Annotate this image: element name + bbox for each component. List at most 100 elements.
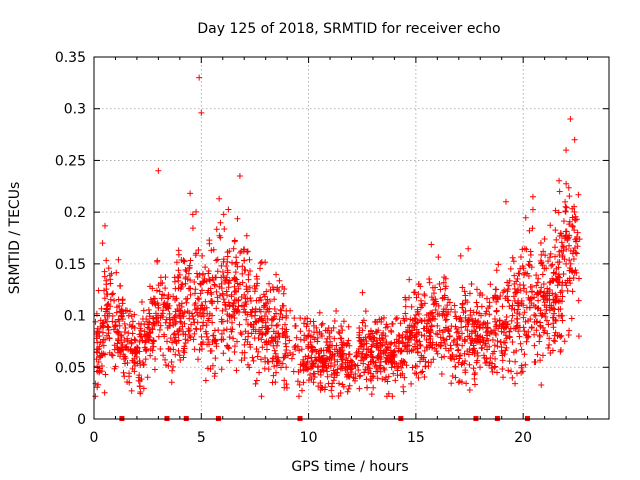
data-point	[318, 384, 325, 391]
data-point	[492, 330, 499, 337]
data-point	[265, 366, 272, 373]
data-point	[264, 328, 271, 335]
data-point	[304, 320, 311, 327]
data-point	[458, 361, 465, 368]
data-point	[197, 305, 204, 312]
data-point	[241, 355, 248, 362]
data-point	[238, 357, 245, 364]
data-point	[235, 285, 242, 292]
data-point	[432, 307, 439, 314]
data-point	[224, 343, 231, 350]
data-point	[417, 342, 424, 349]
data-point	[251, 283, 258, 290]
data-point	[557, 297, 564, 304]
data-point	[100, 336, 107, 343]
data-point	[113, 309, 120, 316]
data-point	[546, 335, 553, 342]
data-point	[157, 280, 164, 287]
data-point	[92, 393, 99, 400]
data-point	[263, 330, 270, 337]
data-point	[116, 347, 123, 354]
data-point	[188, 310, 195, 317]
data-point	[443, 336, 450, 343]
data-point	[325, 324, 332, 331]
data-point	[552, 329, 559, 336]
data-point	[520, 314, 527, 321]
data-point	[534, 305, 541, 312]
data-point	[569, 268, 576, 275]
data-point	[258, 356, 265, 363]
data-point	[183, 299, 190, 306]
data-point	[95, 367, 102, 374]
data-point	[541, 265, 548, 272]
data-point	[516, 333, 523, 340]
data-point	[526, 296, 533, 303]
data-point	[554, 282, 561, 289]
data-point	[493, 267, 500, 274]
data-point	[271, 347, 278, 354]
data-point	[526, 304, 533, 311]
data-point	[124, 307, 131, 314]
data-point	[335, 328, 342, 335]
data-point-median	[166, 322, 173, 329]
data-point	[363, 384, 370, 391]
data-point-peak	[155, 167, 162, 174]
data-point	[508, 317, 515, 324]
data-point	[454, 341, 461, 348]
data-point	[279, 283, 286, 290]
data-point-median	[402, 343, 409, 350]
data-point	[140, 307, 147, 314]
data-point	[128, 313, 135, 320]
data-point	[360, 317, 367, 324]
data-point	[539, 352, 546, 359]
data-point	[462, 314, 469, 321]
data-point	[170, 321, 177, 328]
data-point	[421, 300, 428, 307]
data-point	[218, 316, 225, 323]
data-point	[209, 362, 216, 369]
data-point	[226, 334, 233, 341]
data-point	[428, 241, 435, 248]
data-point	[474, 303, 481, 310]
data-point	[439, 329, 446, 336]
data-point	[370, 384, 377, 391]
data-point	[176, 325, 183, 332]
data-point	[511, 306, 518, 313]
data-point	[329, 393, 336, 400]
data-point	[406, 276, 413, 283]
data-point	[493, 308, 500, 315]
data-point	[124, 360, 131, 367]
data-point	[379, 342, 386, 349]
data-point	[101, 222, 108, 229]
data-point	[459, 300, 466, 307]
data-point	[271, 313, 278, 320]
data-point	[94, 349, 101, 356]
data-point	[563, 228, 570, 235]
data-point	[192, 286, 199, 293]
data-point	[390, 370, 397, 377]
data-point	[272, 369, 279, 376]
data-point	[331, 346, 338, 353]
data-point	[571, 209, 578, 216]
data-point	[540, 281, 547, 288]
data-point	[402, 328, 409, 335]
data-point	[128, 340, 135, 347]
data-point	[98, 305, 105, 312]
data-point	[315, 383, 322, 390]
data-point-peak	[503, 198, 509, 205]
data-point	[416, 338, 423, 345]
data-point	[217, 219, 224, 226]
data-point	[238, 331, 245, 338]
data-point	[446, 333, 453, 340]
data-point	[303, 323, 310, 330]
data-point	[421, 374, 428, 381]
data-point	[234, 280, 241, 287]
data-point	[200, 339, 207, 346]
data-point	[394, 315, 401, 322]
data-point	[297, 328, 304, 335]
data-point	[239, 270, 246, 277]
data-point	[544, 285, 551, 292]
data-point	[565, 184, 572, 191]
data-point	[198, 313, 205, 320]
data-point	[480, 352, 487, 359]
